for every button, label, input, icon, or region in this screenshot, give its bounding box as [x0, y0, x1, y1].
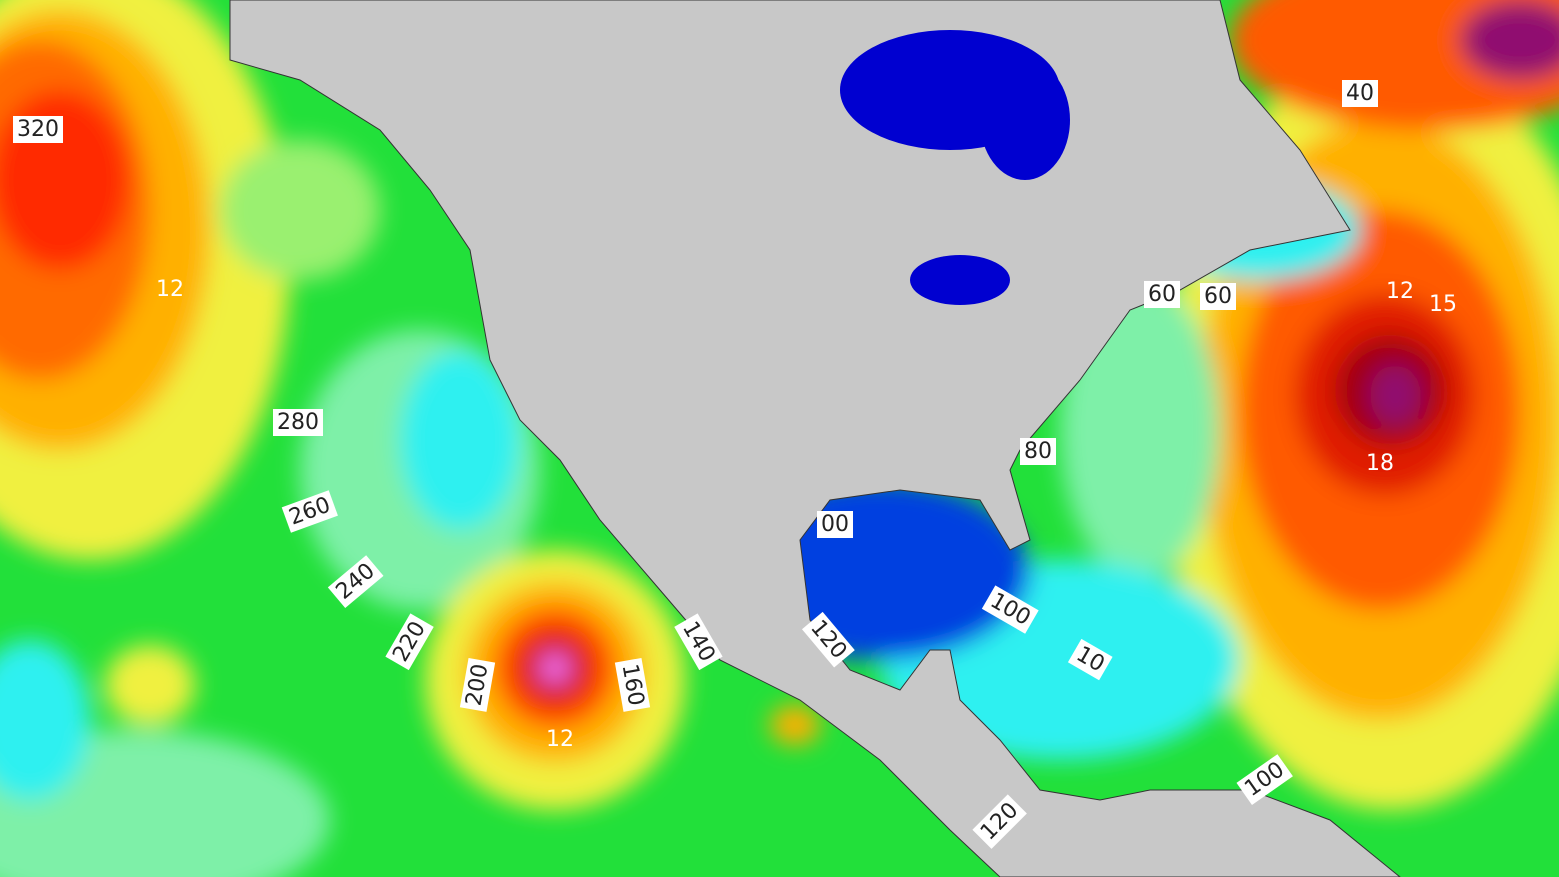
contour-label-group: 12 — [156, 277, 184, 302]
contour-label-group: 80 — [1020, 438, 1056, 465]
contour-label: 12 — [156, 277, 184, 302]
contour-label-group: 12 — [1386, 279, 1414, 304]
label-box — [273, 409, 323, 436]
contour-label: 12 — [1386, 279, 1414, 304]
label-box — [614, 657, 651, 712]
label-box — [1067, 638, 1113, 681]
contour-label: 12 — [546, 727, 574, 752]
contour-label: 320 — [17, 117, 59, 142]
label-box — [674, 613, 723, 671]
contour-label-group: 00 — [817, 511, 853, 538]
contour-label-group: 200 — [459, 657, 496, 712]
contour-label: 18 — [1366, 451, 1394, 476]
contour-label-group: 280 — [273, 409, 323, 436]
contour-label-group: 320 — [13, 116, 63, 143]
label-box — [801, 611, 855, 668]
contour-label: 00 — [821, 512, 849, 537]
contour-label: 80 — [1024, 439, 1052, 464]
label-box — [972, 794, 1027, 849]
contour-label-group: 12 — [546, 727, 574, 752]
contour-label: 15 — [1429, 292, 1457, 317]
contour-label-group: 15 — [1429, 292, 1457, 317]
label-box — [1342, 80, 1378, 107]
label-box — [385, 613, 434, 671]
contour-label: 60 — [1204, 284, 1232, 309]
label-box — [981, 585, 1039, 634]
label-box — [1020, 438, 1056, 465]
label-box — [327, 555, 384, 609]
contour-label-group: 60 — [1200, 283, 1236, 310]
label-box — [459, 657, 496, 712]
label-box — [1144, 281, 1180, 308]
label-box — [1236, 754, 1293, 805]
label-box — [1200, 283, 1236, 310]
land — [229, 0, 1401, 877]
contour-label: 40 — [1346, 81, 1374, 106]
label-box — [817, 511, 853, 538]
contour-label-group: 40 — [1342, 80, 1378, 107]
james-bay — [980, 60, 1070, 180]
contour-label-group: 160 — [614, 657, 651, 712]
label-box — [13, 116, 63, 143]
contour-label-group: 60 — [1144, 281, 1180, 308]
label-box — [281, 490, 338, 533]
contour-label-group: 18 — [1366, 451, 1394, 476]
great-lakes — [910, 255, 1010, 305]
contour-label: 280 — [277, 410, 319, 435]
contour-label: 60 — [1148, 282, 1176, 307]
